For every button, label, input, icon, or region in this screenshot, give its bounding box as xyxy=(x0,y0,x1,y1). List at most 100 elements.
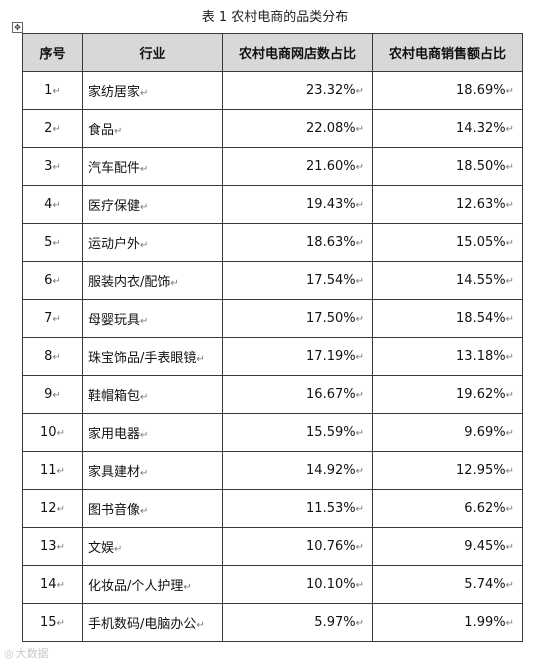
paragraph-mark-icon: ↵ xyxy=(355,200,364,211)
paragraph-mark-icon: ↵ xyxy=(355,314,364,325)
weibo-icon: ◎ xyxy=(4,647,14,660)
cell-no-text: 11 xyxy=(40,463,57,478)
paragraph-mark-icon: ↵ xyxy=(196,354,205,365)
cell-no: 7↵ xyxy=(22,299,83,338)
cell-no-text: 2 xyxy=(44,121,53,136)
table-row: 11↵ 家具建材↵ 14.92%↵ 12.95%↵ xyxy=(22,451,523,490)
cell-industry: 图书音像↵ xyxy=(82,489,223,528)
cell-no: 12↵ xyxy=(22,489,83,528)
table-row: 12↵ 图书音像↵ 11.53%↵ 6.62%↵ xyxy=(22,489,523,528)
cell-shop-share: 10.76%↵ xyxy=(222,527,373,566)
cell-shop-share: 22.08%↵ xyxy=(222,109,373,148)
cell-sales-share: 12.95%↵ xyxy=(372,451,523,490)
cell-industry-text: 食品 xyxy=(88,123,115,138)
cell-industry: 运动户外↵ xyxy=(82,223,223,262)
cell-sales-share-text: 14.32% xyxy=(456,121,506,136)
paragraph-mark-icon: ↵ xyxy=(196,620,205,631)
cell-sales-share: 19.62%↵ xyxy=(372,375,523,414)
table-row: 2↵ 食品↵ 22.08%↵ 14.32%↵ xyxy=(22,109,523,148)
table-row: 4↵ 医疗保健↵ 19.43%↵ 12.63%↵ xyxy=(22,185,523,224)
paragraph-mark-icon: ↵ xyxy=(505,466,514,477)
table-row: 7↵ 母婴玩具↵ 17.50%↵ 18.54%↵ xyxy=(22,299,523,338)
cell-sales-share: 9.45%↵ xyxy=(372,527,523,566)
paragraph-mark-icon: ↵ xyxy=(140,430,149,441)
cell-industry: 手机数码/电脑办公↵ xyxy=(82,603,223,642)
cell-sales-share: 1.99%↵ xyxy=(372,603,523,642)
paragraph-mark-icon: ↵ xyxy=(355,352,364,363)
cell-industry-text: 图书音像 xyxy=(88,503,141,518)
cell-shop-share-text: 17.19% xyxy=(306,349,356,364)
paragraph-mark-icon: ↵ xyxy=(140,164,149,175)
cell-shop-share-text: 23.32% xyxy=(306,83,356,98)
paragraph-mark-icon: ↵ xyxy=(52,124,61,135)
cell-shop-share-text: 22.08% xyxy=(306,121,356,136)
cell-sales-share-text: 18.50% xyxy=(456,159,506,174)
table-row: 8↵ 珠宝饰品/手表眼镜↵ 17.19%↵ 13.18%↵ xyxy=(22,337,523,376)
paragraph-mark-icon: ↵ xyxy=(505,390,514,401)
cell-industry-text: 家纺居家 xyxy=(88,85,141,100)
cell-industry-text: 鞋帽箱包 xyxy=(88,389,141,404)
cell-shop-share: 5.97%↵ xyxy=(222,603,373,642)
cell-sales-share-text: 18.54% xyxy=(456,311,506,326)
paragraph-mark-icon: ↵ xyxy=(56,542,65,553)
paragraph-mark-icon: ↵ xyxy=(505,428,514,439)
cell-shop-share: 17.19%↵ xyxy=(222,337,373,376)
cell-industry-text: 文娱 xyxy=(88,541,115,556)
table-row: 15↵ 手机数码/电脑办公↵ 5.97%↵ 1.99%↵ xyxy=(22,603,523,642)
paragraph-mark-icon: ↵ xyxy=(52,390,61,401)
cell-industry: 鞋帽箱包↵ xyxy=(82,375,223,414)
cell-no: 6↵ xyxy=(22,261,83,300)
cell-sales-share: 18.54%↵ xyxy=(372,299,523,338)
cell-industry-text: 运动户外 xyxy=(88,237,141,252)
table-row: 13↵ 文娱↵ 10.76%↵ 9.45%↵ xyxy=(22,527,523,566)
cell-industry: 化妆品/个人护理↵ xyxy=(82,565,223,604)
cell-industry: 汽车配件↵ xyxy=(82,147,223,186)
paragraph-mark-icon: ↵ xyxy=(56,428,65,439)
cell-no: 1↵ xyxy=(22,71,83,110)
cell-shop-share: 19.43%↵ xyxy=(222,185,373,224)
cell-industry-text: 化妆品/个人护理 xyxy=(88,579,184,594)
table-move-handle-icon[interactable]: ✥ xyxy=(12,22,23,33)
paragraph-mark-icon: ↵ xyxy=(355,124,364,135)
paragraph-mark-icon: ↵ xyxy=(355,428,364,439)
watermark: ◎ 大数据 xyxy=(4,645,49,661)
paragraph-mark-icon: ↵ xyxy=(505,124,514,135)
watermark-text: 大数据 xyxy=(15,647,49,660)
header-shop-share: 农村电商网店数占比 xyxy=(222,33,373,72)
paragraph-mark-icon: ↵ xyxy=(505,352,514,363)
cell-sales-share: 9.69%↵ xyxy=(372,413,523,452)
cell-shop-share-text: 19.43% xyxy=(306,197,356,212)
cell-no-text: 14 xyxy=(40,577,57,592)
cell-sales-share: 6.62%↵ xyxy=(372,489,523,528)
cell-sales-share-text: 5.74% xyxy=(464,577,506,592)
cell-sales-share-text: 1.99% xyxy=(464,615,506,630)
table-row: 1↵ 家纺居家↵ 23.32%↵ 18.69%↵ xyxy=(22,71,523,110)
cell-shop-share: 23.32%↵ xyxy=(222,71,373,110)
cell-shop-share-text: 10.76% xyxy=(306,539,356,554)
cell-industry: 文娱↵ xyxy=(82,527,223,566)
cell-no-text: 7 xyxy=(44,311,53,326)
paragraph-mark-icon: ↵ xyxy=(140,506,149,517)
cell-shop-share-text: 18.63% xyxy=(306,235,356,250)
cell-shop-share-text: 5.97% xyxy=(314,615,356,630)
table-caption: 表 1 农村电商的品类分布 xyxy=(201,10,349,25)
cell-industry-text: 家具建材 xyxy=(88,465,141,480)
paragraph-mark-icon: ↵ xyxy=(114,544,123,555)
paragraph-mark-icon: ↵ xyxy=(355,618,364,629)
cell-no-text: 12 xyxy=(40,501,57,516)
cell-sales-share: 14.55%↵ xyxy=(372,261,523,300)
paragraph-mark-icon: ↵ xyxy=(52,352,61,363)
cell-industry: 珠宝饰品/手表眼镜↵ xyxy=(82,337,223,376)
paragraph-mark-icon: ↵ xyxy=(355,542,364,553)
cell-sales-share: 12.63%↵ xyxy=(372,185,523,224)
header-industry: 行业 xyxy=(82,33,223,72)
paragraph-mark-icon: ↵ xyxy=(505,618,514,629)
cell-industry: 服装内衣/配饰↵ xyxy=(82,261,223,300)
paragraph-mark-icon: ↵ xyxy=(505,504,514,515)
cell-industry: 母婴玩具↵ xyxy=(82,299,223,338)
table-row: 3↵ 汽车配件↵ 21.60%↵ 18.50%↵ xyxy=(22,147,523,186)
paragraph-mark-icon: ↵ xyxy=(56,504,65,515)
paragraph-mark-icon: ↵ xyxy=(52,86,61,97)
paragraph-mark-icon: ↵ xyxy=(140,316,149,327)
cell-no: 14↵ xyxy=(22,565,83,604)
